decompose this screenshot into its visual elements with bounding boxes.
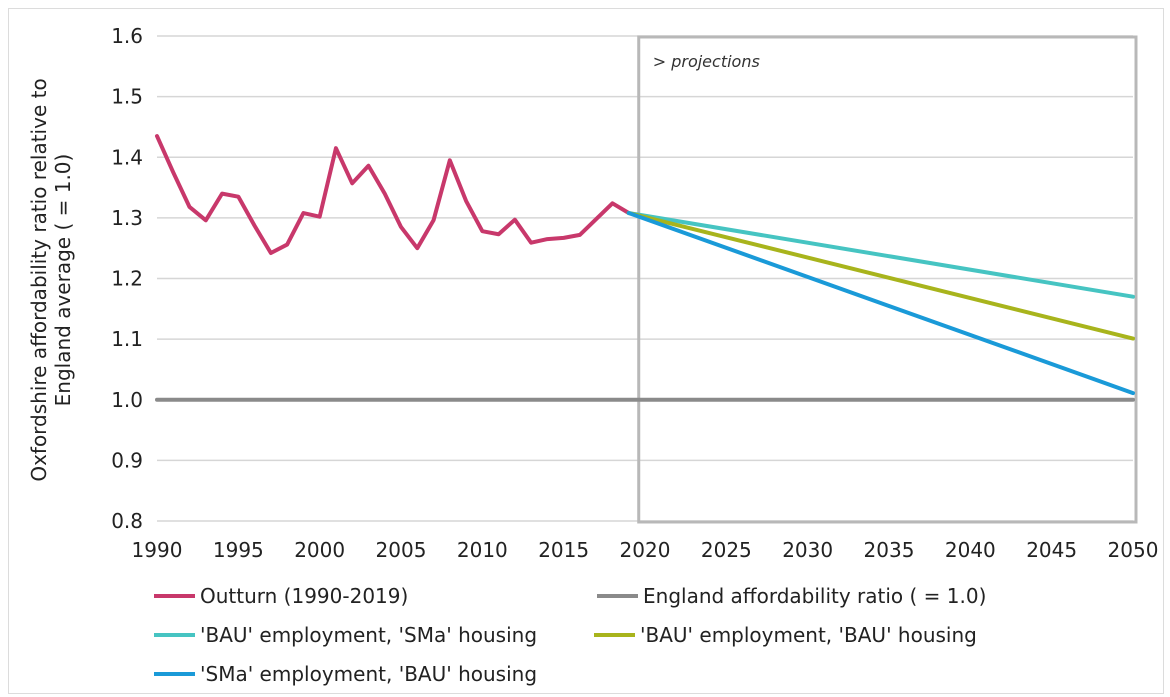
legend-label-4: 'SMa' employment, 'BAU' housing — [200, 662, 537, 686]
y-tick-7: 1.5 — [111, 85, 143, 109]
x-tick-5: 2015 — [538, 538, 589, 562]
y-tick-8: 1.6 — [111, 24, 143, 48]
y-tick-1: 0.9 — [111, 448, 143, 472]
legend-label-1: England affordability ratio ( = 1.0) — [643, 584, 986, 608]
x-tick-10: 2040 — [945, 538, 996, 562]
x-tick-8: 2030 — [782, 538, 833, 562]
x-tick-labels: 1990 1995 2000 2005 2010 2015 2020 2025 2030 2035… — [132, 538, 1159, 562]
x-tick-4: 2010 — [457, 538, 508, 562]
x-tick-0: 1990 — [132, 538, 183, 562]
series-layer — [155, 134, 1135, 402]
x-tick-12: 2050 — [1108, 538, 1159, 562]
legend: Outturn (1990-2019) England affordability… — [154, 584, 986, 686]
y-tick-5: 1.3 — [111, 206, 143, 230]
x-tick-7: 2025 — [701, 538, 752, 562]
y-axis-label-line-1: Oxfordshire affordability ratio relative… — [27, 78, 51, 481]
y-tick-labels: 0.8 0.9 1.0 1.1 1.2 1.3 1.4 1.5 1.6 — [111, 24, 143, 533]
x-tick-9: 2035 — [864, 538, 915, 562]
y-tick-2: 1.0 — [111, 388, 143, 412]
x-tick-11: 2045 — [1026, 538, 1077, 562]
series-line-0 — [155, 134, 631, 256]
legend-label-2: 'BAU' employment, 'SMa' housing — [200, 623, 537, 647]
legend-label-3: 'BAU' employment, 'BAU' housing — [640, 623, 977, 647]
series-line-3 — [626, 211, 1135, 341]
projections-box — [637, 35, 1138, 524]
x-tick-2: 2000 — [294, 538, 345, 562]
x-tick-1: 1995 — [213, 538, 264, 562]
y-axis-label-line-2: England average ( = 1.0) — [51, 154, 75, 407]
y-tick-6: 1.4 — [111, 145, 143, 169]
y-tick-3: 1.1 — [111, 327, 143, 351]
y-tick-0: 0.8 — [111, 509, 143, 533]
chart-frame — [8, 8, 1164, 694]
projections-annotation: > projections — [653, 52, 760, 71]
y-tick-4: 1.2 — [111, 267, 143, 291]
x-tick-6: 2020 — [620, 538, 671, 562]
y-axis-label: Oxfordshire affordability ratio relative… — [27, 78, 75, 481]
series-line-4 — [626, 211, 1135, 396]
x-tick-3: 2005 — [376, 538, 427, 562]
legend-label-0: Outturn (1990-2019) — [200, 584, 408, 608]
gridlines — [157, 35, 1133, 522]
series-line-2 — [626, 211, 1135, 299]
